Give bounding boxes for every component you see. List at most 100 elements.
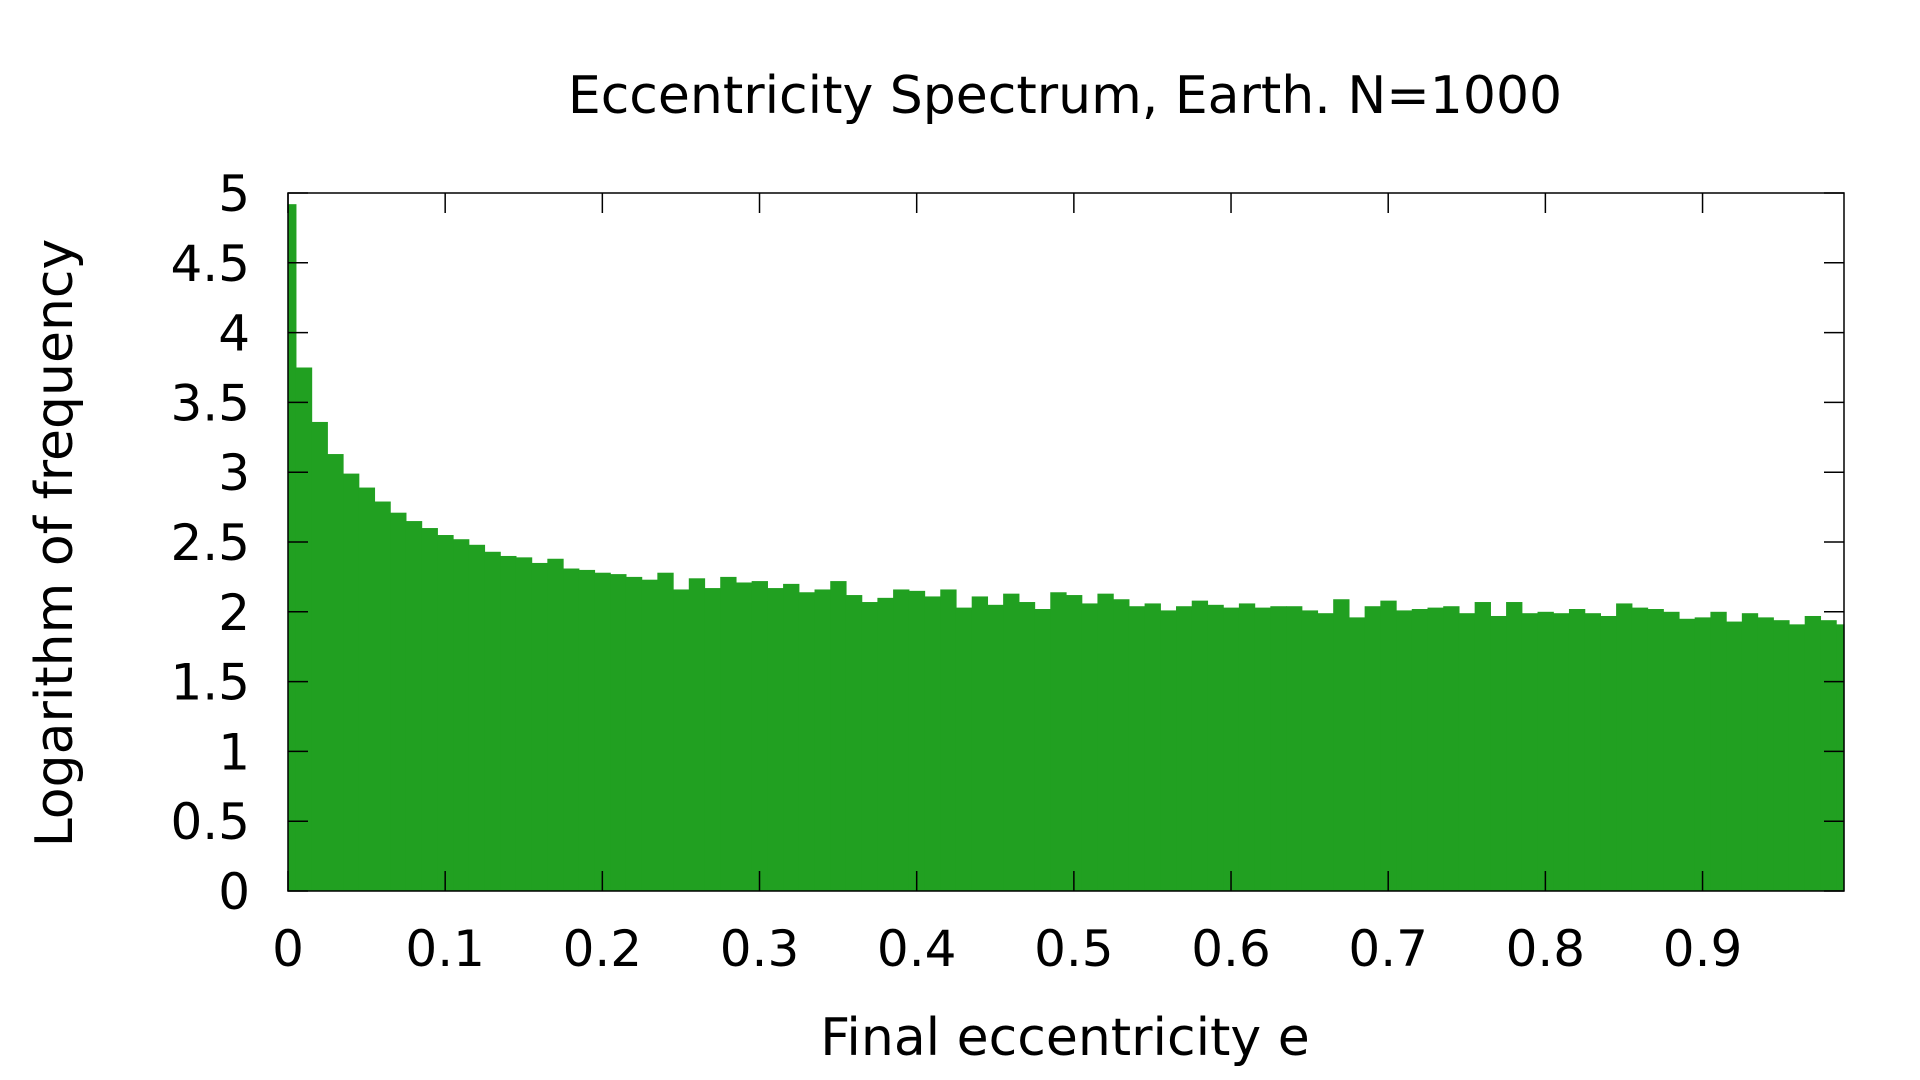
histogram-bar: [1773, 620, 1790, 891]
histogram-bar: [1113, 599, 1130, 891]
histogram-bar: [327, 454, 344, 891]
histogram-bar: [374, 501, 391, 891]
histogram-bar: [1600, 615, 1617, 891]
histogram-bar: [1506, 602, 1523, 891]
histogram-bar: [1710, 611, 1727, 891]
histogram-bar: [1301, 610, 1319, 891]
histogram-bar: [971, 596, 989, 891]
histogram-bar: [1003, 593, 1020, 891]
histogram-bar: [311, 421, 328, 891]
histogram-bar: [735, 582, 753, 891]
histogram-bar: [1568, 609, 1586, 891]
histogram-bar: [1411, 609, 1429, 891]
histogram-bar: [657, 572, 674, 891]
x-tick-label: 0.3: [720, 920, 800, 978]
histogram-bar: [1160, 610, 1177, 891]
histogram-bar: [421, 528, 438, 891]
x-tick-label: 0.9: [1663, 920, 1743, 978]
histogram-bar: [908, 590, 926, 891]
y-tick-label: 4: [218, 305, 250, 363]
histogram-bar: [531, 562, 548, 891]
histogram-bar: [1364, 606, 1381, 891]
histogram-bar: [1144, 603, 1161, 891]
histogram-bar: [1207, 604, 1224, 891]
histogram-bar: [955, 607, 973, 891]
histogram-bar: [673, 589, 690, 891]
histogram-bar: [1490, 615, 1507, 891]
y-axis-label: Logarithm of frequency: [25, 239, 85, 848]
histogram-bar: [751, 581, 768, 891]
x-tick-label: 0.5: [1034, 920, 1114, 978]
histogram-bar: [1081, 603, 1099, 891]
histogram-bar: [1663, 611, 1680, 891]
histogram-bar: [1333, 599, 1350, 891]
y-tick-label: 3.5: [170, 374, 250, 432]
histogram-bar: [1034, 609, 1051, 891]
histogram-bar: [358, 487, 376, 891]
histogram-bar: [594, 572, 611, 891]
histogram-bar: [578, 569, 596, 891]
histogram-bar: [1050, 592, 1067, 891]
y-tick-label: 5: [218, 165, 250, 223]
x-tick-label: 0.6: [1191, 920, 1271, 978]
histogram-bar: [1553, 613, 1570, 891]
histogram-bar: [1537, 611, 1554, 891]
histogram-bar: [1254, 607, 1271, 891]
histogram-bar: [610, 574, 627, 891]
histogram-bar: [547, 558, 564, 891]
histogram-bar: [924, 596, 941, 891]
histogram-bar: [798, 592, 816, 891]
histogram-bar: [500, 555, 517, 891]
histogram-bar: [814, 589, 831, 891]
histogram-bar: [940, 589, 957, 891]
histogram-bar: [515, 557, 533, 891]
histogram-bar: [877, 597, 894, 891]
histogram-bar: [625, 576, 643, 891]
histogram-bar: [1128, 606, 1146, 891]
chart-title: Eccentricity Spectrum, Earth. N=1000: [568, 66, 1562, 126]
histogram-bar: [1018, 602, 1036, 891]
histogram-bar: [1458, 613, 1476, 891]
histogram-bar: [1584, 613, 1601, 891]
bars-layer: [288, 204, 1845, 892]
histogram-bar: [1804, 615, 1822, 891]
histogram-bar: [1694, 617, 1712, 891]
histogram-bar: [1757, 617, 1774, 891]
histogram-bar: [1616, 603, 1633, 891]
histogram-bar: [845, 595, 863, 891]
histogram-bar: [1678, 618, 1696, 891]
histogram-bar: [453, 539, 470, 891]
histogram-bar: [783, 583, 800, 891]
histogram-bar: [468, 544, 486, 891]
histogram-bar: [1741, 613, 1759, 891]
histogram-bar: [1066, 595, 1083, 891]
y-tick-label: 4.5: [170, 235, 250, 293]
histogram-bar: [343, 473, 360, 891]
histogram-bar: [1836, 624, 1845, 891]
histogram-bar: [893, 589, 910, 891]
y-tick-label: 2: [218, 584, 250, 642]
histogram-bar: [1176, 606, 1193, 891]
histogram-bar: [1820, 620, 1837, 891]
x-tick-label: 0: [272, 920, 304, 978]
histogram-bar: [1223, 607, 1240, 891]
histogram-bar: [288, 204, 297, 892]
histogram-bar: [1097, 593, 1114, 891]
histogram-bar: [1474, 602, 1491, 891]
histogram-bar: [1647, 609, 1664, 891]
histogram-bar: [390, 512, 407, 891]
histogram-bar: [1396, 610, 1413, 891]
histogram-bar: [1443, 606, 1460, 891]
histogram-bar: [1427, 607, 1444, 891]
histogram-bar: [1238, 603, 1256, 891]
histogram-bar: [437, 535, 454, 891]
histogram-bar: [1788, 624, 1806, 891]
y-tick-label: 1.5: [170, 654, 250, 712]
x-tick-label: 0.8: [1506, 920, 1586, 978]
histogram-bar: [861, 602, 878, 891]
x-axis-label: Final eccentricity e: [820, 1008, 1309, 1068]
histogram-bar: [767, 588, 784, 891]
histogram-bar: [1380, 600, 1397, 891]
histogram-bar: [1317, 613, 1334, 891]
